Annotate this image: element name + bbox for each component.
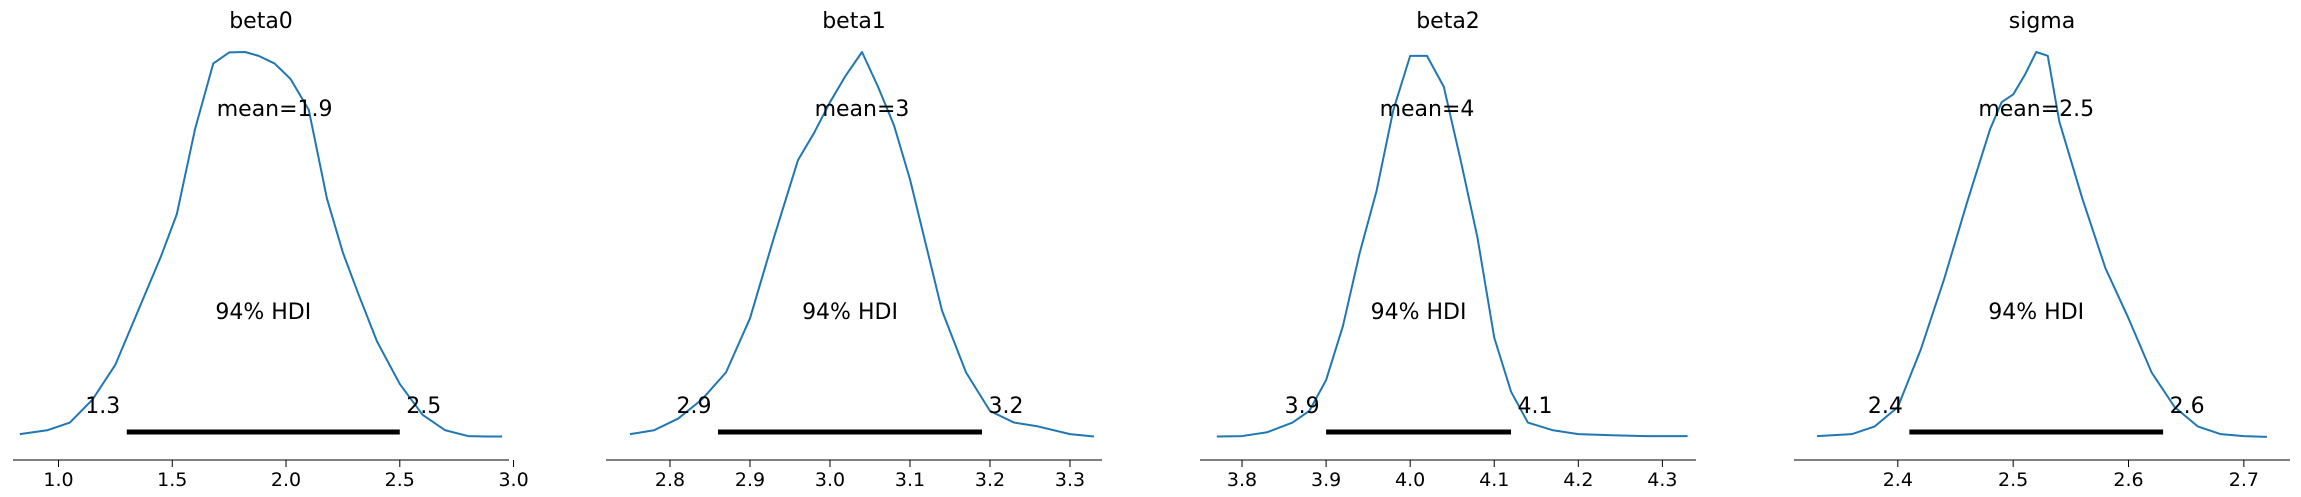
- subplot-beta0: beta0 mean=1.9 94% HDI 1.3 2.5 1.0 1.5 2.0 2.5 3.…: [13, 9, 529, 491]
- hdi-high-label: 2.5: [406, 394, 441, 419]
- x-tick-label: 3.2: [975, 469, 1005, 491]
- x-tick-label: 3.1: [895, 469, 925, 491]
- x-tick-label: 4.1: [1479, 469, 1509, 491]
- kde-curve: [1817, 51, 2267, 438]
- x-tick-label: 2.7: [2229, 469, 2259, 491]
- subplot-title: beta1: [822, 9, 886, 34]
- hdi-low-label: 3.9: [1285, 394, 1320, 419]
- subplot-title: beta0: [229, 9, 293, 34]
- mean-label: mean=3: [815, 97, 910, 122]
- subplot-sigma: sigma mean=2.5 94% HDI 2.4 2.6 2.4 2.5 2.6 2.7: [1794, 9, 2290, 491]
- x-tick-label: 4.2: [1563, 469, 1593, 491]
- x-tick-label: 1.5: [157, 469, 187, 491]
- x-tick-label: 3.8: [1227, 469, 1257, 491]
- hdi-low-label: 2.4: [1868, 394, 1903, 419]
- mean-label: mean=4: [1380, 97, 1475, 122]
- hdi-low-label: 1.3: [85, 394, 120, 419]
- hdi-label: 94% HDI: [1371, 300, 1467, 325]
- subplot-title: beta2: [1416, 9, 1480, 34]
- hdi-low-label: 2.9: [677, 394, 712, 419]
- hdi-label: 94% HDI: [802, 300, 898, 325]
- subplot-beta1: beta1 mean=3 94% HDI 2.9 3.2 2.8 2.9 3.0 3.1 3.2 3…: [606, 9, 1102, 491]
- x-tick-label: 3.3: [1055, 469, 1085, 491]
- subplot-beta2: beta2 mean=4 94% HDI 3.9 4.1 3.8 3.9 4.0 4.1 4.2 4…: [1200, 9, 1696, 491]
- hdi-high-label: 2.6: [2170, 394, 2205, 419]
- x-tick-label: 2.9: [735, 469, 765, 491]
- kde-curve: [1216, 54, 1688, 438]
- x-tick-label: 4.0: [1395, 469, 1425, 491]
- x-tick-label: 3.0: [498, 469, 528, 491]
- subplot-title: sigma: [2009, 9, 2075, 34]
- kde-curve: [19, 51, 503, 438]
- x-tick-label: 2.8: [655, 469, 685, 491]
- hdi-label: 94% HDI: [1988, 300, 2084, 325]
- hdi-label: 94% HDI: [215, 300, 311, 325]
- x-tick-label: 2.6: [2113, 469, 2143, 491]
- hdi-high-label: 4.1: [1518, 394, 1553, 419]
- mean-label: mean=1.9: [217, 97, 333, 122]
- x-tick-label: 2.4: [1883, 469, 1913, 491]
- x-tick-label: 2.5: [1998, 469, 2028, 491]
- x-tick-label: 4.3: [1647, 469, 1677, 491]
- x-tick-label: 1.0: [43, 469, 73, 491]
- mean-label: mean=2.5: [1978, 97, 2094, 122]
- kde-curve: [629, 51, 1095, 438]
- x-tick-label: 3.0: [815, 469, 845, 491]
- x-tick-label: 2.0: [271, 469, 301, 491]
- x-tick-label: 2.5: [385, 469, 415, 491]
- hdi-high-label: 3.2: [989, 394, 1024, 419]
- x-tick-label: 3.9: [1311, 469, 1341, 491]
